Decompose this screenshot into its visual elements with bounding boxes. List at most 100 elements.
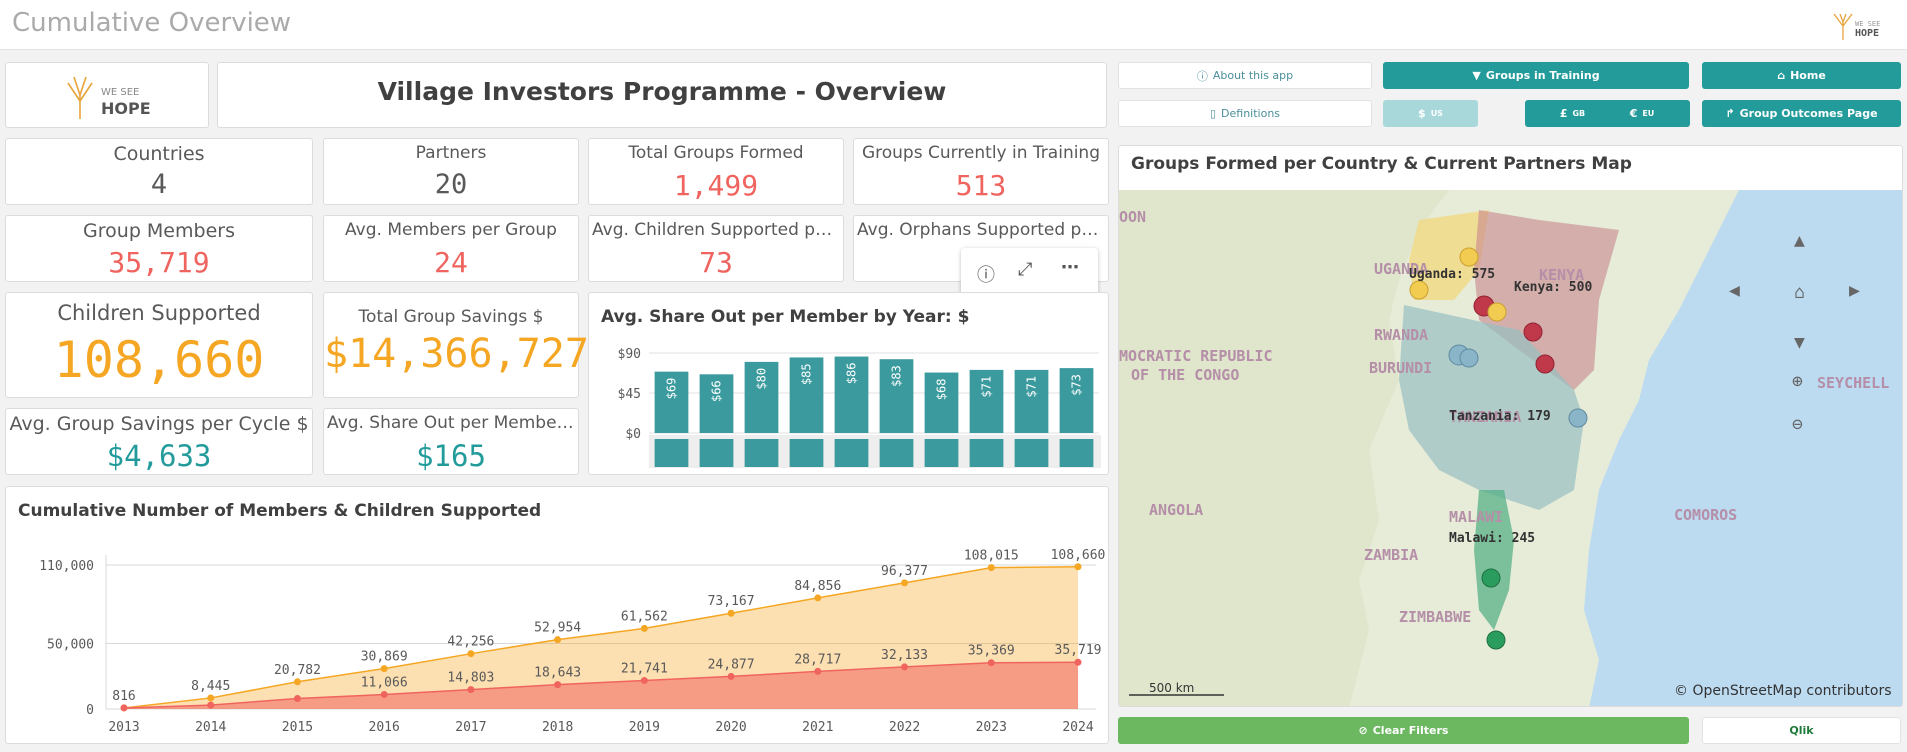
map-marker[interactable] bbox=[1535, 354, 1555, 374]
x-tick-label: 2023 bbox=[976, 720, 1007, 735]
map-region-label: TANZANIA bbox=[1449, 408, 1521, 426]
definitions-label: Definitions bbox=[1221, 107, 1281, 120]
data-point bbox=[727, 672, 735, 680]
data-label: 35,369 bbox=[968, 644, 1015, 659]
kpi-partners[interactable]: Partners 20 bbox=[323, 138, 579, 205]
data-label: 35,719 bbox=[1055, 643, 1102, 658]
zoom-out-icon[interactable]: ⊖ bbox=[1792, 414, 1803, 435]
map-marker[interactable] bbox=[1523, 322, 1543, 342]
data-label: 32,133 bbox=[881, 648, 928, 663]
data-point bbox=[380, 665, 388, 673]
more-options-icon[interactable]: ⋯ bbox=[1061, 257, 1079, 278]
about-app-button[interactable]: ⓘ About this app bbox=[1118, 62, 1372, 89]
mini-bar bbox=[879, 439, 914, 467]
group-outcomes-button[interactable]: ↱ Group Outcomes Page bbox=[1702, 100, 1901, 127]
home-map-icon[interactable]: ⌂ bbox=[1794, 282, 1805, 303]
about-app-label: About this app bbox=[1212, 69, 1294, 82]
map-marker[interactable] bbox=[1486, 630, 1506, 650]
map-region-label: UGANDA bbox=[1374, 260, 1428, 278]
share-arrow-icon: ↱ bbox=[1725, 107, 1735, 120]
app-title: Cumulative Overview bbox=[12, 8, 292, 38]
kpi-value: $14,366,727 bbox=[324, 331, 589, 377]
map-count-label: Uganda: 575 bbox=[1409, 267, 1495, 282]
kpi-avg-shareout[interactable]: Avg. Share Out per Member $ $165 bbox=[323, 408, 579, 475]
kpi-group-members[interactable]: Group Members 35,719 bbox=[5, 215, 313, 282]
pan-left-icon[interactable]: ◀ bbox=[1729, 280, 1740, 301]
tanzania-region[interactable] bbox=[1399, 305, 1584, 510]
home-button[interactable]: ⌂ Home bbox=[1702, 62, 1901, 89]
qlik-button[interactable]: Qlik bbox=[1702, 717, 1901, 744]
hope-tree-icon bbox=[67, 76, 93, 119]
data-point bbox=[1074, 658, 1082, 666]
info-icon[interactable]: ⓘ bbox=[977, 265, 995, 286]
data-label: 30,869 bbox=[361, 650, 408, 665]
groups-training-button[interactable]: ▼ Groups in Training bbox=[1383, 62, 1689, 89]
kpi-total-savings[interactable]: Total Group Savings $ $14,366,727 bbox=[323, 292, 589, 398]
map-card[interactable]: Groups Formed per Country & Current Part… bbox=[1118, 145, 1903, 707]
kpi-total-groups[interactable]: Total Groups Formed 1,499 bbox=[588, 138, 844, 205]
kpi-value: 35,719 bbox=[108, 246, 210, 279]
data-label: 24,877 bbox=[708, 657, 755, 672]
cumulative-area-chart: 110,000 50,000 0 816 8,445 20,782 30,869 42,256… bbox=[39, 548, 1105, 735]
bar-value-label: $71 bbox=[1025, 376, 1039, 398]
currency-usd-button[interactable]: $ US bbox=[1383, 100, 1478, 127]
cumulative-chart-card[interactable]: Cumulative Number of Members & Children … bbox=[5, 486, 1109, 744]
banner-title: Village Investors Programme - Overview bbox=[377, 77, 947, 106]
data-label: 108,015 bbox=[964, 549, 1019, 564]
kpi-children-supported[interactable]: Children Supported 108,660 bbox=[5, 292, 313, 398]
kpi-value: 108,660 bbox=[53, 331, 265, 389]
data-label: 20,782 bbox=[274, 663, 321, 678]
shareout-chart-card[interactable]: Avg. Share Out per Member by Year: $ $90… bbox=[588, 292, 1109, 475]
map-marker[interactable] bbox=[1487, 302, 1507, 322]
malawi-region[interactable] bbox=[1474, 490, 1514, 630]
zoom-in-icon[interactable]: ⊕ bbox=[1792, 371, 1803, 392]
series-area bbox=[124, 662, 1078, 709]
chart-title: Avg. Share Out per Member by Year: $ bbox=[601, 307, 970, 327]
y-tick-label: $90 bbox=[618, 347, 641, 362]
bar bbox=[654, 371, 689, 433]
data-label: 73,167 bbox=[708, 594, 755, 609]
bar bbox=[879, 359, 914, 433]
data-label: 52,954 bbox=[534, 621, 581, 636]
map-canvas[interactable]: OON UGANDA KENYA RWANDA BURUNDI MOCRATIC… bbox=[1119, 190, 1903, 707]
gbp-sub: GB bbox=[1572, 109, 1586, 118]
kpi-avg-children[interactable]: Avg. Children Supported per G... 73 bbox=[588, 215, 844, 282]
mini-bar bbox=[1059, 439, 1094, 467]
map-marker[interactable] bbox=[1481, 568, 1501, 588]
currency-eur-button[interactable]: € EU bbox=[1594, 100, 1690, 127]
bar bbox=[924, 372, 959, 433]
kenya-region[interactable] bbox=[1474, 210, 1619, 390]
map-marker[interactable] bbox=[1409, 280, 1429, 300]
map-marker[interactable] bbox=[1459, 247, 1479, 267]
expand-icon[interactable]: ⤢ bbox=[1018, 259, 1033, 280]
map-marker[interactable] bbox=[1568, 408, 1588, 428]
kpi-label: Group Members bbox=[83, 220, 235, 242]
definitions-button[interactable]: ▯ Definitions bbox=[1118, 100, 1372, 127]
info-icon: ⓘ bbox=[1196, 69, 1208, 83]
kpi-avg-savings-cycle[interactable]: Avg. Group Savings per Cycle $ $4,633 bbox=[5, 408, 313, 475]
pan-right-icon[interactable]: ▶ bbox=[1849, 280, 1860, 301]
mini-bar bbox=[654, 439, 689, 467]
brand-line1: WE SEE bbox=[101, 87, 140, 98]
data-point bbox=[120, 704, 128, 712]
pan-down-icon[interactable]: ▼ bbox=[1794, 332, 1805, 353]
clear-filters-label: Clear Filters bbox=[1372, 724, 1449, 737]
filter-icon: ▼ bbox=[1472, 69, 1481, 82]
clear-filter-icon: ⊘ bbox=[1358, 724, 1368, 737]
map-attribution[interactable]: © OpenStreetMap contributors bbox=[1674, 683, 1892, 699]
map-marker[interactable] bbox=[1459, 348, 1479, 368]
bar-value-label: $85 bbox=[800, 363, 814, 385]
data-label: 28,717 bbox=[794, 652, 841, 667]
kpi-countries[interactable]: Countries 4 bbox=[5, 138, 313, 205]
data-point bbox=[467, 650, 475, 658]
kpi-groups-training[interactable]: Groups Currently in Training 513 bbox=[853, 138, 1109, 205]
data-label: 11,066 bbox=[361, 676, 408, 691]
uganda-region[interactable] bbox=[1409, 210, 1489, 300]
kpi-label: Avg. Share Out per Member $ bbox=[327, 413, 578, 433]
group-outcomes-label: Group Outcomes Page bbox=[1739, 107, 1878, 120]
clear-filters-button[interactable]: ⊘ Clear Filters bbox=[1118, 717, 1689, 744]
kpi-avg-members[interactable]: Avg. Members per Group 24 bbox=[323, 215, 579, 282]
data-point bbox=[814, 667, 822, 675]
bar-value-label: $69 bbox=[665, 378, 679, 400]
pan-up-icon[interactable]: ▲ bbox=[1794, 230, 1805, 251]
